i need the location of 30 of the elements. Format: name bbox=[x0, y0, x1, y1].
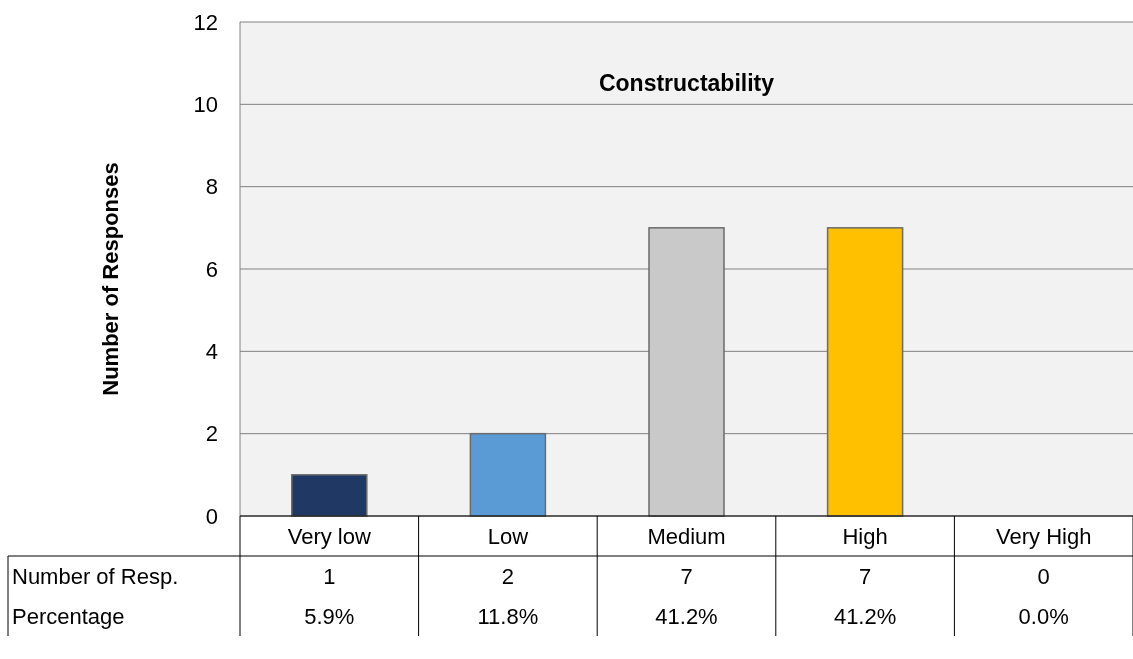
data-label: 7 bbox=[680, 563, 693, 589]
data-label: 1 bbox=[323, 563, 336, 589]
text: Constructability bbox=[598, 70, 775, 96]
x-tick-label: Very low bbox=[287, 523, 371, 549]
text: 11.8% bbox=[477, 603, 539, 629]
bar bbox=[469, 432, 547, 517]
x-tick-label: Medium bbox=[647, 523, 726, 549]
text: Number of Resp. bbox=[12, 563, 179, 589]
y-tick-label: 0 bbox=[205, 503, 218, 529]
y-tick-label: 2 bbox=[205, 421, 218, 447]
y-tick-label: 4 bbox=[205, 338, 218, 364]
text: Percentage bbox=[12, 603, 125, 629]
x-tick-label: High bbox=[842, 523, 888, 549]
data-label: 7 bbox=[858, 563, 872, 589]
y-axis-title: Number of Responses bbox=[98, 162, 123, 396]
bar bbox=[648, 227, 725, 517]
data-label: 0 bbox=[1037, 563, 1050, 589]
bar bbox=[291, 474, 368, 517]
bar bbox=[826, 227, 904, 517]
y-tick-label: 8 bbox=[205, 174, 218, 200]
text: 41.2% bbox=[655, 603, 718, 629]
text: 0.0% bbox=[1018, 603, 1069, 629]
y-tick-label: 12 bbox=[193, 9, 218, 35]
text: 41.2% bbox=[833, 603, 897, 629]
data-label: 2 bbox=[501, 563, 515, 589]
x-tick-label: Very High bbox=[996, 523, 1092, 549]
text: 5.9% bbox=[304, 603, 355, 629]
y-tick-label: 6 bbox=[205, 256, 218, 282]
y-tick-label: 10 bbox=[193, 91, 218, 117]
x-tick-label: Low bbox=[487, 523, 529, 549]
